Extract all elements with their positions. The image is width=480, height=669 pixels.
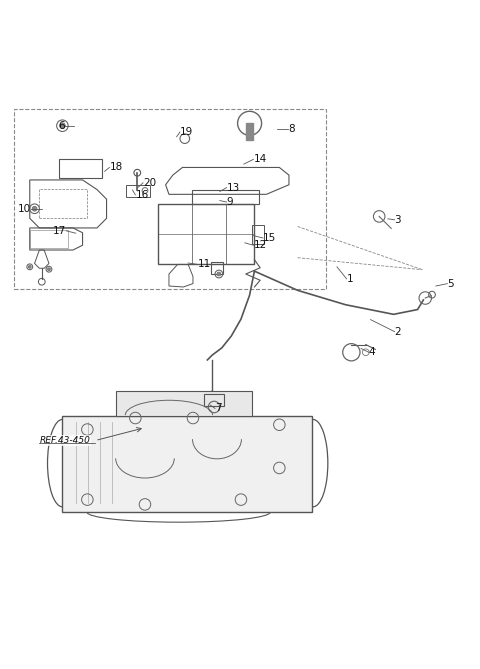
Bar [116,391,252,416]
Circle shape [48,268,50,271]
Circle shape [32,206,37,211]
Text: 10: 10 [18,204,31,213]
Circle shape [60,123,65,128]
Text: 13: 13 [227,183,240,193]
Text: 3: 3 [395,215,401,225]
Text: 6: 6 [58,120,65,130]
Text: 15: 15 [263,233,276,243]
Text: 14: 14 [253,155,267,165]
Bar [246,123,253,140]
Bar [204,393,224,406]
Text: REF.43-450: REF.43-450 [39,436,90,445]
Text: 17: 17 [53,226,66,235]
Bar [39,189,87,218]
Circle shape [217,272,221,276]
Text: 5: 5 [447,278,454,288]
Bar [62,416,312,512]
Bar [211,262,223,274]
Bar [59,159,102,178]
Text: 16: 16 [135,190,149,200]
Text: 18: 18 [109,163,123,173]
Circle shape [28,266,31,268]
Text: 7: 7 [215,403,222,413]
Bar [30,230,68,248]
Text: 20: 20 [143,178,156,188]
Bar [126,185,150,197]
Text: 8: 8 [288,124,295,134]
Text: 19: 19 [180,127,193,137]
Text: 9: 9 [227,197,233,207]
Text: 1: 1 [347,274,353,284]
Bar [252,225,264,244]
Text: 2: 2 [395,326,401,337]
Text: 12: 12 [253,240,267,250]
Bar [158,204,254,264]
Text: 4: 4 [369,347,375,357]
Bar [192,189,259,204]
Text: 11: 11 [198,260,211,270]
